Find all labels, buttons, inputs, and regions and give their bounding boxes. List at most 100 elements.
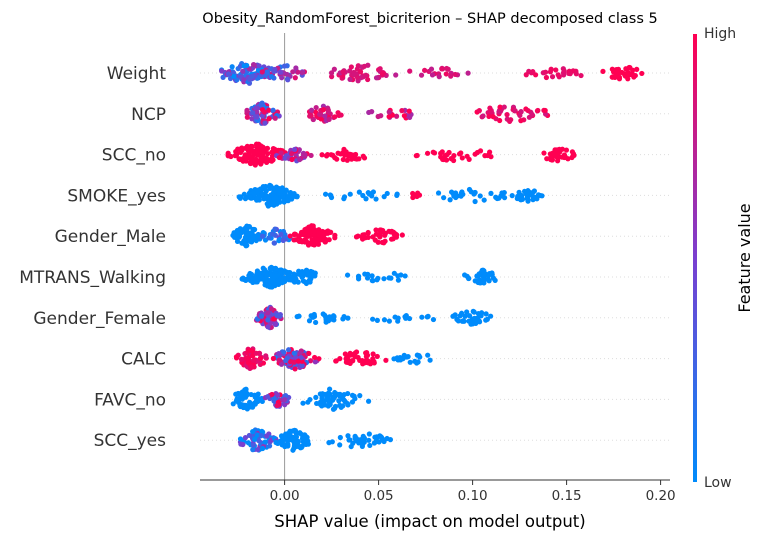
- shap-point: [301, 152, 307, 158]
- shap-point: [497, 104, 503, 110]
- shap-point: [331, 66, 337, 72]
- shap-point: [360, 192, 366, 199]
- shap-point: [360, 232, 366, 238]
- shap-point: [345, 153, 351, 159]
- shap-point: [377, 66, 383, 72]
- shap-point: [231, 73, 237, 79]
- shap-point: [630, 67, 636, 73]
- feature-label: SCC_yes: [94, 431, 167, 451]
- shap-point: [332, 155, 338, 161]
- shap-point: [258, 274, 264, 280]
- shap-point: [639, 70, 645, 77]
- shap-point: [542, 107, 548, 114]
- shap-point: [246, 231, 252, 237]
- shap-point: [474, 149, 481, 156]
- shap-point: [459, 318, 465, 324]
- shap-point: [299, 363, 305, 369]
- shap-point: [242, 435, 249, 441]
- shap-point: [292, 366, 298, 372]
- shap-point: [262, 267, 268, 273]
- feature-label: SMOKE_yes: [67, 186, 166, 206]
- feature-label: Gender_Female: [33, 309, 166, 329]
- shap-point: [313, 104, 319, 111]
- shap-point: [239, 156, 245, 162]
- shap-point: [280, 237, 286, 243]
- x-axis-ticks: 0.00 0.05 0.10 0.15 0.20: [270, 480, 676, 504]
- shap-point: [332, 232, 338, 238]
- shap-point: [481, 197, 487, 203]
- shap-point: [287, 358, 294, 365]
- shap-point: [278, 231, 284, 237]
- shap-point: [241, 63, 247, 69]
- shap-point: [249, 348, 255, 354]
- shap-point: [480, 113, 486, 119]
- shap-point: [344, 272, 351, 278]
- shap-point: [291, 231, 297, 238]
- shap-point: [327, 386, 333, 392]
- feature-label: NCP: [131, 105, 166, 125]
- shap-point: [247, 160, 253, 166]
- shap-point: [387, 437, 394, 443]
- shap-point: [530, 69, 536, 75]
- shap-point: [251, 357, 257, 363]
- shap-point: [369, 277, 375, 284]
- shap-point: [361, 155, 368, 161]
- shap-point: [309, 270, 315, 276]
- shap-point: [429, 72, 436, 78]
- shap-point: [259, 233, 266, 239]
- shap-point: [295, 358, 301, 364]
- shap-point: [302, 232, 308, 238]
- shap-point: [573, 71, 579, 77]
- shap-point: [304, 434, 310, 440]
- shap-point: [518, 197, 524, 203]
- shap-point: [258, 102, 264, 108]
- shap-point: [303, 267, 310, 273]
- shap-point: [441, 195, 447, 201]
- shap-point: [299, 444, 305, 450]
- shap-point: [535, 107, 541, 114]
- shap-point: [232, 153, 238, 159]
- shap-point: [253, 350, 260, 356]
- shap-point: [285, 441, 291, 448]
- shap-point: [344, 400, 351, 407]
- shap-point: [278, 267, 284, 273]
- colorbar: [693, 34, 697, 482]
- shap-point: [274, 392, 281, 398]
- shap-point: [352, 354, 358, 360]
- shap-point: [444, 65, 450, 72]
- shap-point: [250, 353, 256, 359]
- shap-point: [317, 399, 324, 405]
- shap-point: [548, 66, 554, 72]
- shap-point: [250, 279, 256, 285]
- shap-point: [377, 227, 383, 233]
- shap-point: [308, 152, 314, 159]
- shap-point: [386, 318, 392, 324]
- shap-point: [394, 191, 400, 197]
- shap-point: [340, 316, 346, 322]
- shap-point: [274, 402, 280, 409]
- shap-point: [219, 68, 225, 74]
- shap-point: [298, 355, 304, 361]
- feature-row-points: [239, 264, 498, 290]
- shap-point: [306, 240, 312, 246]
- shap-point: [478, 313, 484, 319]
- feature-label: CALC: [121, 350, 166, 370]
- shap-point: [244, 114, 250, 120]
- shap-point: [294, 314, 300, 320]
- shap-point: [257, 148, 263, 154]
- shap-point: [555, 158, 561, 164]
- shap-point: [250, 110, 256, 116]
- shap-point: [399, 108, 405, 114]
- shap-point: [285, 271, 291, 277]
- shap-point: [283, 357, 289, 364]
- shap-point: [424, 150, 431, 156]
- shap-point: [300, 400, 306, 406]
- shap-point: [269, 231, 275, 237]
- shap-point: [413, 153, 419, 159]
- shap-point: [277, 191, 283, 197]
- shap-point: [369, 273, 375, 279]
- shap-point: [248, 364, 255, 370]
- shap-point: [283, 431, 289, 437]
- shap-point: [383, 357, 389, 363]
- shap-point: [552, 147, 558, 153]
